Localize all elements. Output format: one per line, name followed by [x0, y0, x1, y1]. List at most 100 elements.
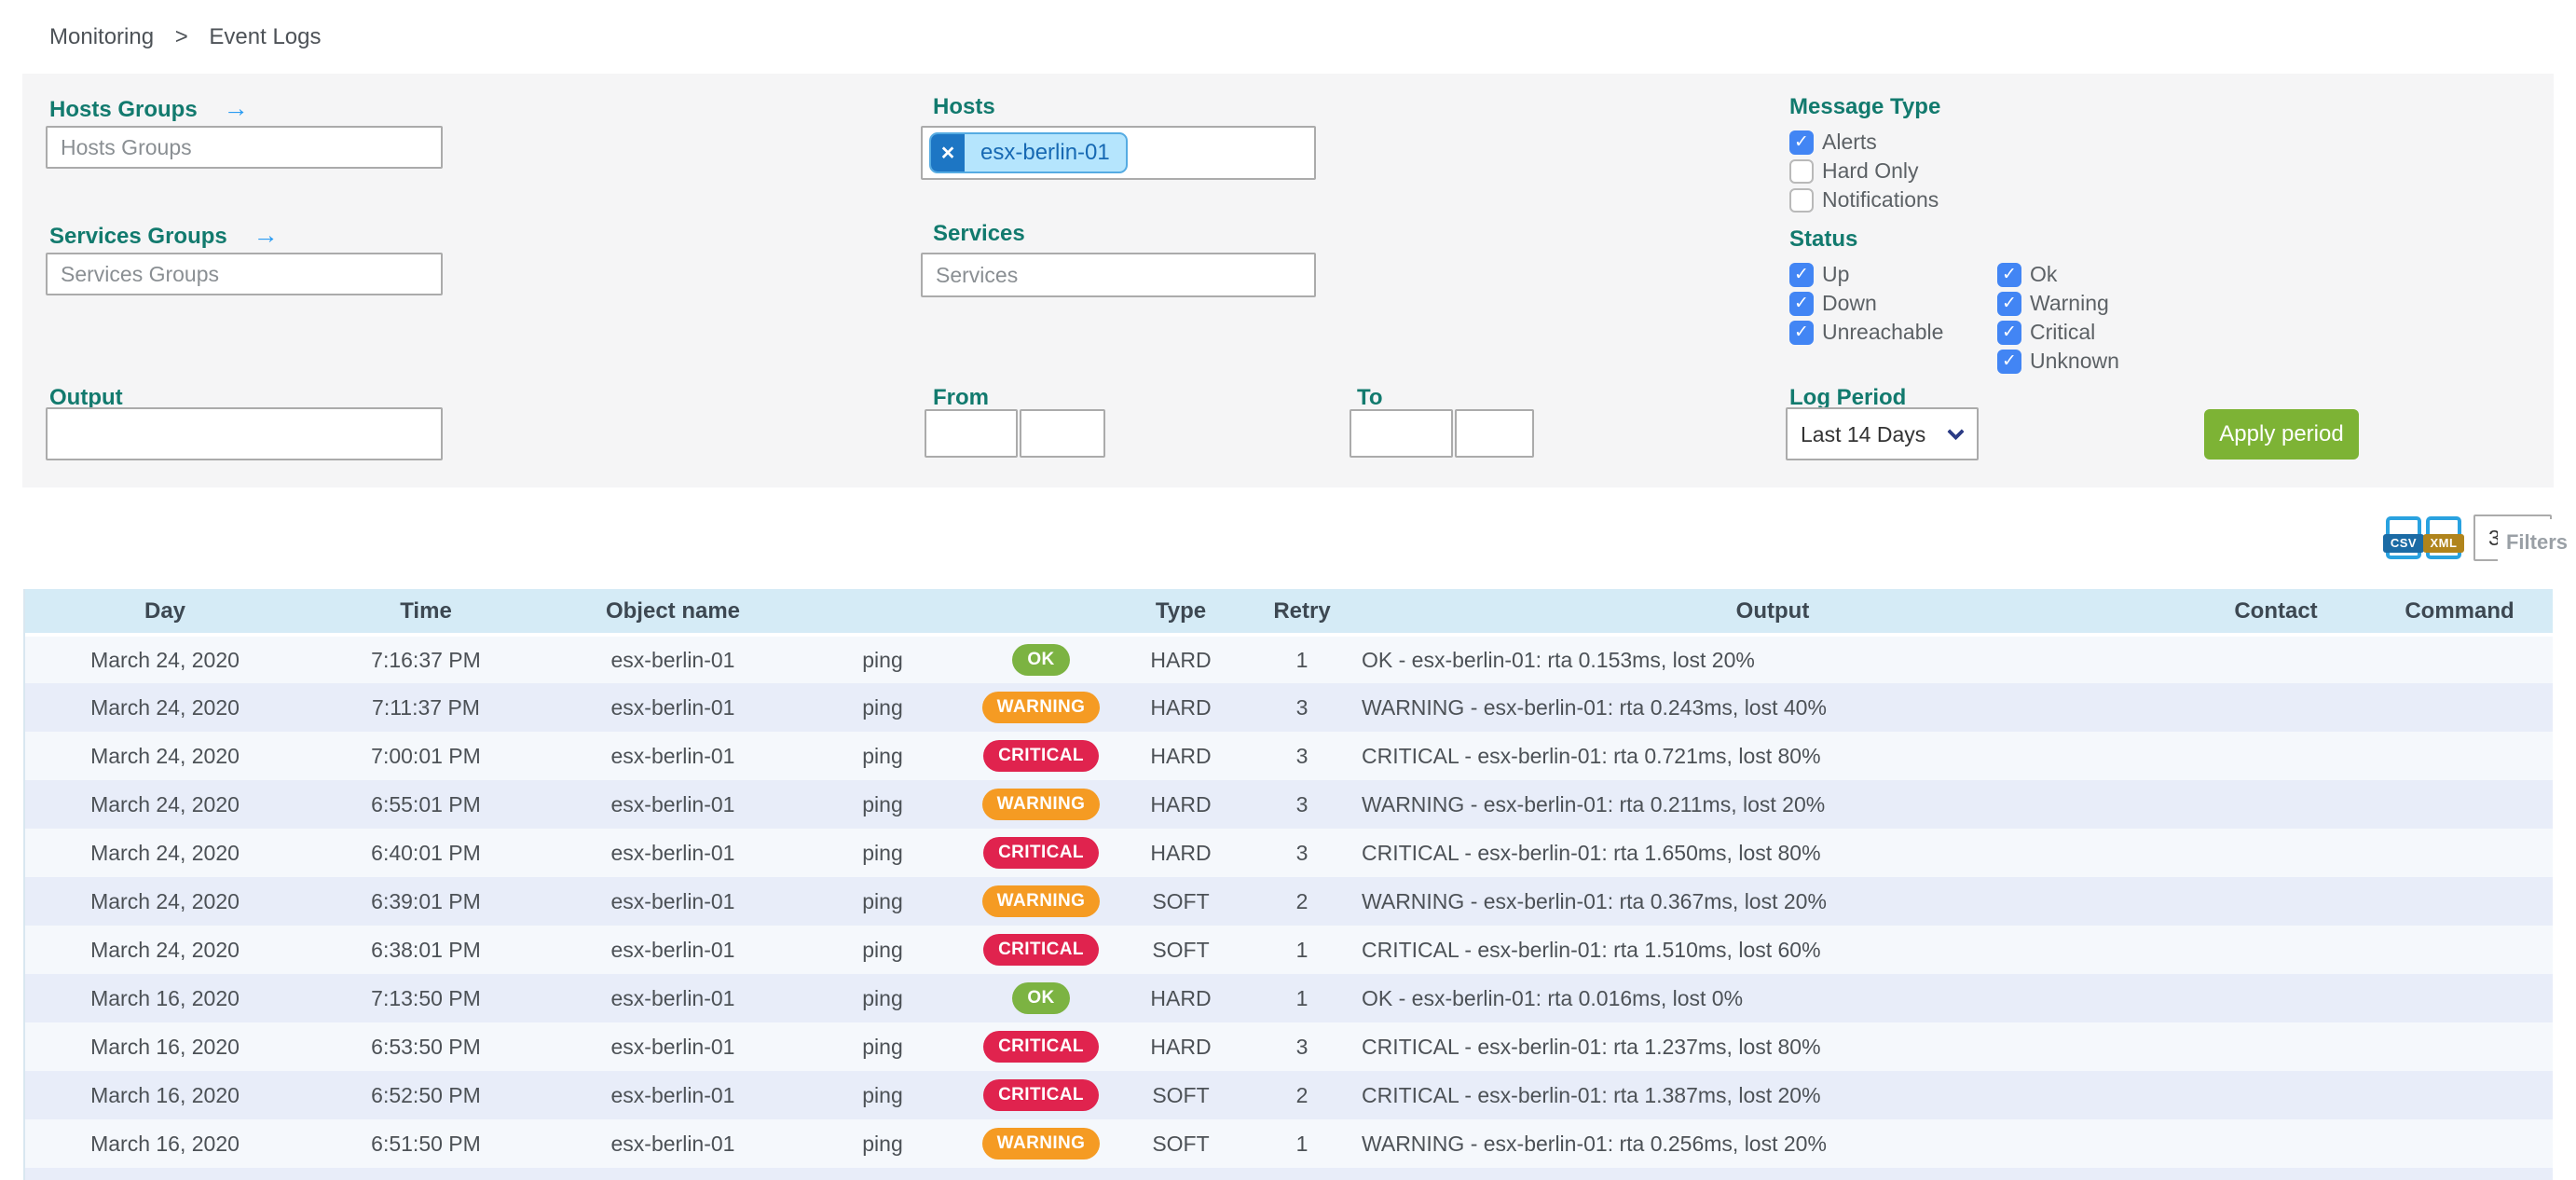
- cell-command: [2364, 683, 2553, 732]
- column-header-time: Time: [305, 589, 547, 637]
- output-label: Output: [49, 385, 123, 410]
- services-groups-arrow-icon[interactable]: →: [253, 221, 279, 249]
- cell-day: March 24, 2020: [90, 888, 240, 913]
- checkbox-up[interactable]: ✓ Up: [1789, 260, 1943, 289]
- cell-output: CRITICAL - esx-berlin-01: rta 1.237ms, l…: [1362, 1034, 1821, 1059]
- cell-status: CRITICAL: [966, 1071, 1116, 1119]
- breadcrumb-separator: >: [174, 24, 188, 49]
- services-groups-input[interactable]: [46, 253, 443, 295]
- checkbox-label: Unknown: [2030, 349, 2119, 373]
- cell-object: esx-berlin-01: [610, 888, 735, 913]
- status-badge: CRITICAL: [983, 1031, 1099, 1063]
- column-header-retry: Retry: [1246, 589, 1358, 637]
- checkbox-box[interactable]: [1789, 187, 1814, 213]
- hosts-input[interactable]: × esx-berlin-01: [921, 126, 1316, 180]
- message-type-label: Message Type: [1789, 94, 1941, 119]
- checkbox-unknown[interactable]: ✓ Unknown: [1997, 347, 2119, 376]
- cell-contact: [2187, 1022, 2364, 1071]
- table-row: March 24, 2020 6:40:01 PM esx-berlin-01 pin…: [25, 829, 2553, 877]
- export-csv-icon[interactable]: CSV: [2383, 516, 2424, 559]
- cell-time: 6:38:01 PM: [371, 937, 481, 962]
- table-row: March 24, 2020 7:00:01 PM esx-berlin-01 pin…: [25, 732, 2553, 780]
- export-xml-icon[interactable]: XML: [2423, 516, 2464, 559]
- checkbox-label: Up: [1822, 262, 1850, 286]
- checkbox-box[interactable]: [1789, 158, 1814, 184]
- hosts-groups-input[interactable]: [46, 126, 443, 169]
- table-row: March 16, 2020 7:13:50 PM esx-berlin-01 pin…: [25, 974, 2553, 1022]
- cell-contact: [2187, 877, 2364, 926]
- cell-time: 6:55:01 PM: [371, 791, 481, 816]
- cell-output: OK - esx-berlin-01: rta 0.016ms, lost 0%: [1362, 985, 1744, 1010]
- hosts-groups-arrow-icon[interactable]: →: [223, 94, 249, 122]
- output-filter-input[interactable]: [46, 407, 443, 460]
- cell-retry: 1: [1295, 647, 1309, 672]
- cell-object: esx-berlin-01: [610, 1034, 735, 1059]
- cell-status: WARNING: [966, 780, 1116, 829]
- from-time-input[interactable]: [1020, 409, 1105, 458]
- checkbox-box[interactable]: ✓: [1789, 262, 1814, 287]
- checkbox-critical[interactable]: ✓ Critical: [1997, 318, 2119, 347]
- filters-tab[interactable]: Filters: [2498, 519, 2576, 566]
- checkbox-box[interactable]: ✓: [1997, 349, 2021, 374]
- cell-object: esx-berlin-01: [610, 1082, 735, 1107]
- checkbox-down[interactable]: ✓ Down: [1789, 289, 1943, 318]
- to-time-input[interactable]: [1455, 409, 1534, 458]
- cell-day: March 24, 2020: [90, 791, 240, 816]
- cell-type: SOFT: [1152, 1131, 1210, 1156]
- checkbox-box[interactable]: ✓: [1789, 320, 1814, 345]
- status-badge: OK: [1012, 982, 1070, 1014]
- checkbox-box[interactable]: ✓: [1789, 130, 1814, 155]
- cell-type: HARD: [1150, 791, 1212, 816]
- checkbox-box[interactable]: ✓: [1789, 291, 1814, 316]
- cell-time: 7:13:50 PM: [371, 985, 481, 1010]
- status-options-service: ✓ Ok ✓ Warning ✓ Critical ✓ Unknown: [1997, 260, 2119, 376]
- checkbox-label: Unreachable: [1822, 320, 1944, 344]
- cell-day: March 16, 2020: [90, 1082, 240, 1107]
- status-badge: WARNING: [981, 1128, 1101, 1159]
- cell-output: CRITICAL - esx-berlin-01: rta 1.510ms, l…: [1362, 937, 1821, 962]
- cell-service: ping: [862, 1131, 903, 1156]
- services-input[interactable]: [921, 253, 1316, 297]
- table-row: March 16, 2020 6:51:50 PM esx-berlin-01 pin…: [25, 1119, 2553, 1168]
- checkbox-box[interactable]: ✓: [1997, 291, 2021, 316]
- checkbox-unreachable[interactable]: ✓ Unreachable: [1789, 318, 1943, 347]
- cell-day: March 24, 2020: [90, 647, 240, 672]
- cell-day: March 16, 2020: [90, 1131, 240, 1156]
- checkbox-label: Down: [1822, 291, 1877, 315]
- cell-command: [2364, 732, 2553, 780]
- cell-day: March 16, 2020: [90, 1034, 240, 1059]
- event-log-table-wrap: Day Time Object name Type Retry Output Contact…: [23, 589, 2553, 1180]
- cell-status: OK: [966, 974, 1116, 1022]
- status-badge: WARNING: [981, 692, 1101, 723]
- cell-output: CRITICAL - esx-berlin-01: rta 1.650ms, l…: [1362, 840, 1821, 865]
- cell-service: ping: [862, 791, 903, 816]
- checkbox-ok[interactable]: ✓ Ok: [1997, 260, 2119, 289]
- checkbox-box[interactable]: ✓: [1997, 262, 2021, 287]
- breadcrumb-monitoring[interactable]: Monitoring: [49, 24, 155, 49]
- checkbox-alerts[interactable]: ✓ Alerts: [1789, 128, 1939, 157]
- cell-time: 7:00:01 PM: [371, 743, 481, 768]
- checkbox-warning[interactable]: ✓ Warning: [1997, 289, 2119, 318]
- checkbox-hard-only[interactable]: Hard Only: [1789, 157, 1939, 185]
- cell-service: ping: [862, 694, 903, 720]
- cell-object: esx-berlin-01: [610, 743, 735, 768]
- cell-type: SOFT: [1152, 937, 1210, 962]
- checkbox-label: Warning: [2030, 291, 2109, 315]
- cell-day: March 24, 2020: [90, 937, 240, 962]
- table-body: March 24, 2020 7:16:37 PM esx-berlin-01 pin…: [25, 635, 2553, 1180]
- checkbox-box[interactable]: ✓: [1997, 320, 2021, 345]
- cell-object: esx-berlin-01: [610, 937, 735, 962]
- cell-service: ping: [862, 1082, 903, 1107]
- remove-host-chip-button[interactable]: ×: [931, 134, 965, 172]
- from-date-input[interactable]: [925, 409, 1018, 458]
- cell-retry: 1: [1295, 1131, 1309, 1156]
- checkbox-notifications[interactable]: Notifications: [1789, 185, 1939, 214]
- host-chip-label: esx-berlin-01: [980, 140, 1110, 165]
- table-header-row: Day Time Object name Type Retry Output Contact…: [25, 589, 2553, 637]
- log-period-select[interactable]: Last 14 Days: [1786, 407, 1979, 460]
- cell-output: OK - esx-berlin-01: rta 0.153ms, lost 20…: [1362, 647, 1755, 672]
- cell-output: WARNING - esx-berlin-01: rta 0.367ms, lo…: [1362, 888, 1827, 913]
- apply-period-button[interactable]: Apply period: [2204, 409, 2359, 460]
- cell-type: HARD: [1150, 647, 1212, 672]
- to-date-input[interactable]: [1350, 409, 1453, 458]
